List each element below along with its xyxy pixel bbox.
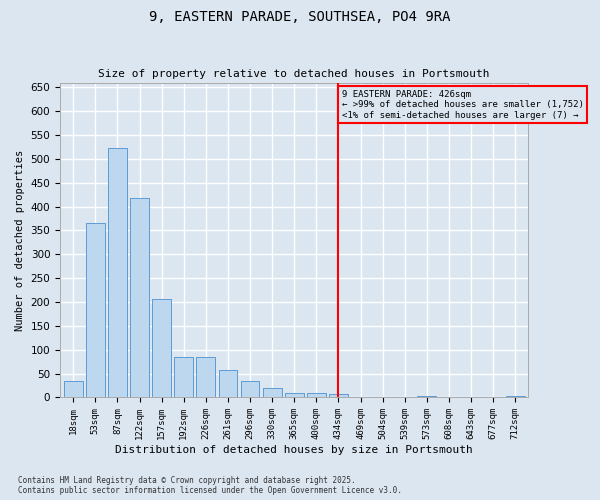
Text: 9, EASTERN PARADE, SOUTHSEA, PO4 9RA: 9, EASTERN PARADE, SOUTHSEA, PO4 9RA <box>149 10 451 24</box>
Bar <box>241 381 259 398</box>
Bar <box>506 396 524 398</box>
Bar <box>218 370 238 398</box>
Bar <box>196 357 215 398</box>
Bar <box>329 394 348 398</box>
Bar <box>285 392 304 398</box>
Bar <box>152 298 171 398</box>
Bar <box>307 392 326 398</box>
Title: Size of property relative to detached houses in Portsmouth: Size of property relative to detached ho… <box>98 69 490 79</box>
Bar <box>130 198 149 398</box>
Bar <box>86 224 105 398</box>
Text: Contains HM Land Registry data © Crown copyright and database right 2025.
Contai: Contains HM Land Registry data © Crown c… <box>18 476 402 495</box>
X-axis label: Distribution of detached houses by size in Portsmouth: Distribution of detached houses by size … <box>115 445 473 455</box>
Bar <box>64 381 83 398</box>
Bar <box>108 148 127 398</box>
Bar <box>175 357 193 398</box>
Bar <box>418 396 436 398</box>
Y-axis label: Number of detached properties: Number of detached properties <box>15 150 25 330</box>
Text: 9 EASTERN PARADE: 426sqm
← >99% of detached houses are smaller (1,752)
<1% of se: 9 EASTERN PARADE: 426sqm ← >99% of detac… <box>342 90 584 120</box>
Bar <box>263 388 281 398</box>
